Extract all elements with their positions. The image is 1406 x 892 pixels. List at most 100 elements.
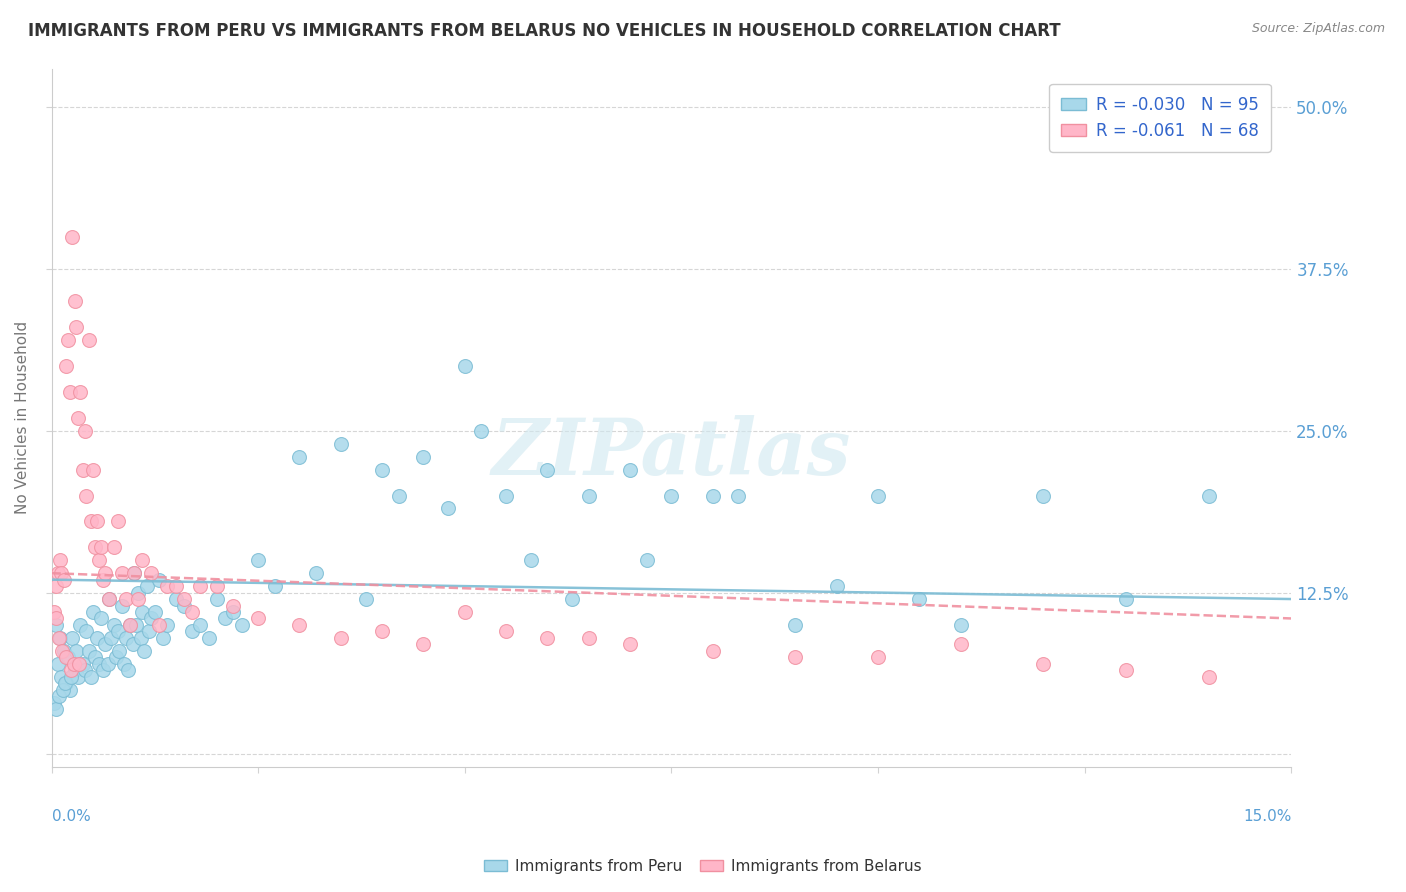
Point xyxy=(42,696,65,710)
Point xyxy=(125,618,148,632)
Text: IMMIGRANTS FROM PERU VS IMMIGRANTS FROM BELARUS NO VEHICLES IN HOUSEHOLD CORRELA: IMMIGRANTS FROM PERU VS IMMIGRANTS FROM … xyxy=(28,22,1060,40)
Text: 15.0%: 15.0% xyxy=(1243,809,1291,824)
Point xyxy=(46,566,69,581)
Point xyxy=(785,618,807,632)
Point xyxy=(1115,592,1137,607)
Point xyxy=(188,579,211,593)
Point xyxy=(72,657,94,671)
Point xyxy=(86,631,108,645)
Point xyxy=(454,359,477,373)
Point xyxy=(619,463,641,477)
Point xyxy=(197,631,219,645)
Point xyxy=(55,359,77,373)
Point xyxy=(60,229,83,244)
Point xyxy=(90,611,112,625)
Point xyxy=(131,553,153,567)
Point xyxy=(222,605,245,619)
Point xyxy=(727,489,749,503)
Point xyxy=(205,592,228,607)
Point xyxy=(143,605,166,619)
Point xyxy=(135,579,157,593)
Point xyxy=(75,489,97,503)
Point xyxy=(354,592,377,607)
Point xyxy=(107,624,129,639)
Point xyxy=(205,579,228,593)
Point xyxy=(67,657,90,671)
Point xyxy=(63,657,86,671)
Point xyxy=(69,618,91,632)
Point xyxy=(520,553,543,567)
Point xyxy=(495,489,517,503)
Y-axis label: No Vehicles in Household: No Vehicles in Household xyxy=(15,321,30,515)
Point xyxy=(578,631,600,645)
Point xyxy=(1115,663,1137,677)
Point xyxy=(45,611,67,625)
Point xyxy=(66,670,89,684)
Point xyxy=(122,566,145,581)
Point xyxy=(91,663,114,677)
Point xyxy=(115,631,138,645)
Point xyxy=(59,682,82,697)
Point xyxy=(82,605,104,619)
Point xyxy=(127,592,149,607)
Point xyxy=(536,631,558,645)
Point xyxy=(173,592,195,607)
Point xyxy=(1032,489,1054,503)
Point xyxy=(115,592,138,607)
Point xyxy=(98,592,121,607)
Point xyxy=(108,644,131,658)
Point xyxy=(83,541,105,555)
Point xyxy=(69,384,91,399)
Point xyxy=(156,579,179,593)
Point xyxy=(152,631,174,645)
Point xyxy=(412,637,434,651)
Point xyxy=(561,592,583,607)
Point xyxy=(231,618,253,632)
Point xyxy=(77,644,100,658)
Point xyxy=(148,573,170,587)
Point xyxy=(165,579,187,593)
Point xyxy=(117,663,139,677)
Point xyxy=(60,670,83,684)
Point xyxy=(45,618,67,632)
Point xyxy=(412,450,434,464)
Point xyxy=(536,463,558,477)
Legend: R = -0.030   N = 95, R = -0.061   N = 68: R = -0.030 N = 95, R = -0.061 N = 68 xyxy=(1049,84,1271,152)
Point xyxy=(49,631,72,645)
Point xyxy=(305,566,328,581)
Point xyxy=(288,450,311,464)
Point xyxy=(214,611,236,625)
Point xyxy=(83,650,105,665)
Point xyxy=(619,637,641,651)
Point xyxy=(263,579,285,593)
Point xyxy=(42,605,65,619)
Point xyxy=(949,637,972,651)
Point xyxy=(1198,489,1220,503)
Legend: Immigrants from Peru, Immigrants from Belarus: Immigrants from Peru, Immigrants from Be… xyxy=(478,853,928,880)
Point xyxy=(454,605,477,619)
Point xyxy=(702,489,724,503)
Point xyxy=(139,566,162,581)
Point xyxy=(80,670,103,684)
Point xyxy=(371,463,394,477)
Point xyxy=(868,489,890,503)
Point xyxy=(495,624,517,639)
Point xyxy=(388,489,411,503)
Point xyxy=(77,333,100,347)
Point xyxy=(80,515,103,529)
Point xyxy=(105,650,128,665)
Point xyxy=(75,624,97,639)
Point xyxy=(173,599,195,613)
Point xyxy=(94,566,117,581)
Point xyxy=(148,618,170,632)
Point xyxy=(247,611,270,625)
Point xyxy=(52,644,75,658)
Point xyxy=(59,663,82,677)
Point xyxy=(48,689,70,703)
Point xyxy=(222,599,245,613)
Point xyxy=(52,682,75,697)
Point xyxy=(66,410,89,425)
Point xyxy=(63,294,86,309)
Point xyxy=(111,599,134,613)
Point xyxy=(56,333,79,347)
